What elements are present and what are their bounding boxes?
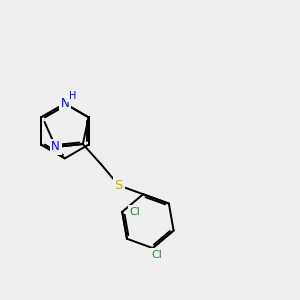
Text: S: S [115, 179, 123, 192]
Text: Cl: Cl [130, 207, 141, 217]
Text: Cl: Cl [151, 250, 162, 260]
Text: N: N [61, 97, 69, 110]
Text: H: H [69, 91, 76, 101]
Text: N: N [51, 140, 60, 153]
